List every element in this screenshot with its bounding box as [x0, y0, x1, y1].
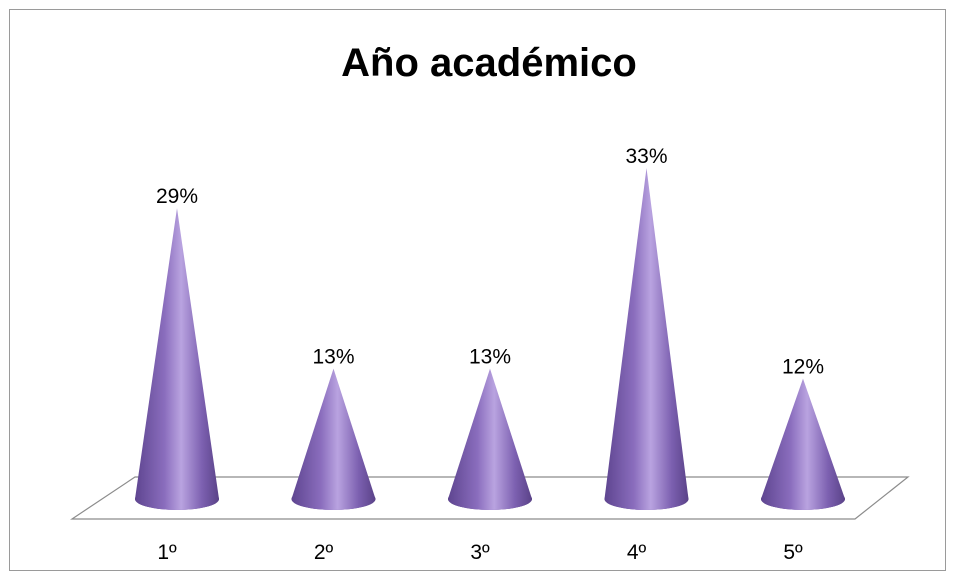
data-label-5: 12% — [782, 356, 824, 379]
cone-body-1 — [135, 208, 219, 510]
cone-2 — [291, 368, 376, 511]
chart-area: Año académico 29% 13% 13% 33% 12% 1º 2º 3º 4º 5º — [9, 9, 946, 571]
data-label-3: 13% — [469, 346, 511, 369]
x-axis-ticks: 1º 2º 3º 4º 5º — [157, 541, 803, 564]
cone-body-3 — [448, 368, 532, 510]
cone-5 — [761, 378, 845, 510]
data-labels-group: 29% 13% 13% 33% 12% — [156, 145, 824, 379]
data-label-1: 29% — [156, 185, 198, 208]
data-label-4: 33% — [625, 145, 667, 168]
cone-1 — [135, 208, 219, 510]
cone-body-5 — [761, 378, 845, 510]
cone-chart: Año académico 29% 13% 13% 33% 12% 1º 2º 3º 4º 5º — [70, 41, 910, 564]
data-label-2: 13% — [312, 346, 354, 369]
cone-body-2 — [291, 368, 376, 511]
cone-4 — [604, 168, 689, 511]
x-tick-1: 1º — [157, 541, 177, 564]
chart-title: Año académico — [341, 41, 637, 85]
x-tick-5: 5º — [783, 541, 803, 564]
cone-body-4 — [604, 168, 689, 511]
x-tick-3: 3º — [470, 541, 490, 564]
x-tick-2: 2º — [314, 541, 334, 564]
cones-group — [135, 168, 845, 511]
x-tick-4: 4º — [627, 541, 647, 564]
cone-3 — [448, 368, 532, 510]
